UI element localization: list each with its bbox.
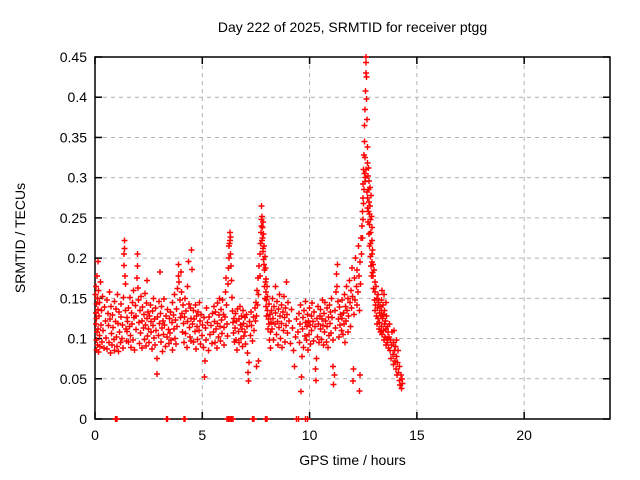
x-tick-label: 15 <box>409 427 425 443</box>
y-tick-label: 0 <box>79 411 87 427</box>
y-tick-label: 0.45 <box>60 49 87 65</box>
y-tick-label: 0.2 <box>68 250 88 266</box>
y-tick-label: 0.25 <box>60 210 87 226</box>
y-tick-label: 0.15 <box>60 290 87 306</box>
y-tick-label: 0.35 <box>60 129 87 145</box>
scatter-points <box>92 54 406 422</box>
x-tick-label: 0 <box>91 427 99 443</box>
x-tick-label: 20 <box>516 427 532 443</box>
y-axis-label: SRMTID / TECUs <box>12 182 28 294</box>
y-tick-label: 0.4 <box>68 89 88 105</box>
y-tick-label: 0.1 <box>68 331 88 347</box>
y-tick-label: 0.3 <box>68 170 88 186</box>
y-tick-label: 0.05 <box>60 371 87 387</box>
plot-frame <box>94 56 611 420</box>
x-tick-label: 5 <box>198 427 206 443</box>
chart-title: Day 222 of 2025, SRMTID for receiver ptg… <box>217 19 488 35</box>
x-axis-label: GPS time / hours <box>299 452 406 468</box>
x-tick-label: 10 <box>302 427 318 443</box>
